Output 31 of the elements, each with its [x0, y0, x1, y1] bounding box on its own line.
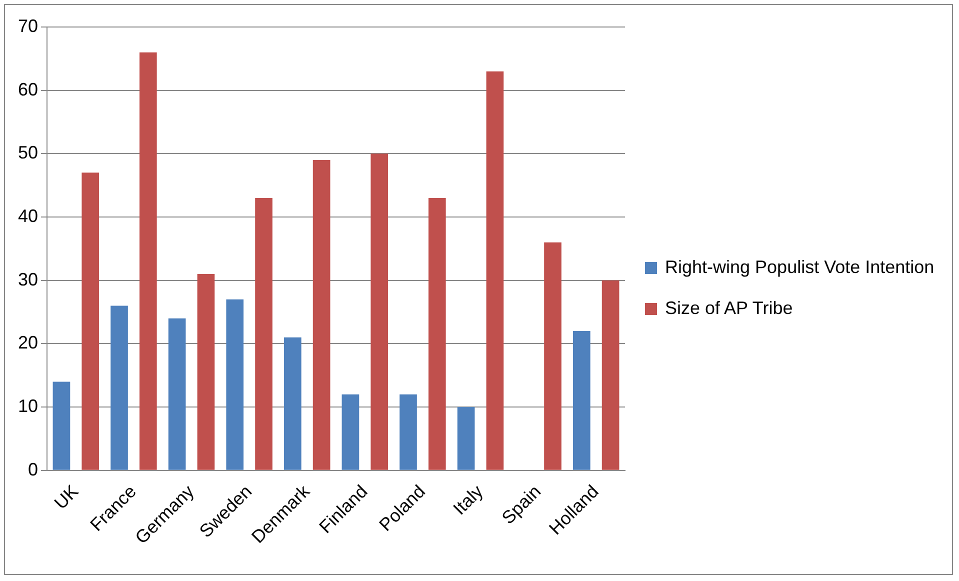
- legend-label: Right-wing Populist Vote Intention: [665, 256, 934, 278]
- bar: [572, 331, 590, 470]
- y-tick-label: 60: [18, 79, 38, 100]
- bar: [457, 407, 475, 470]
- bar: [544, 242, 562, 470]
- y-tick-label: 50: [18, 142, 38, 163]
- bar: [312, 160, 330, 470]
- x-tick-label: UK: [50, 481, 82, 514]
- y-tick-label: 30: [18, 269, 38, 290]
- bar: [82, 172, 100, 470]
- bar: [140, 52, 157, 470]
- legend-label: Size of AP Tribe: [665, 298, 793, 318]
- bar: [197, 274, 215, 470]
- y-tick-label: 40: [18, 206, 38, 226]
- x-tick-label: Italy: [449, 481, 487, 519]
- bar: [428, 198, 446, 470]
- bar: [255, 198, 272, 470]
- bar: [284, 337, 302, 470]
- bar: [168, 318, 186, 470]
- y-tick-label: 10: [18, 396, 38, 416]
- y-tick-label: 20: [18, 332, 38, 353]
- bar: [602, 280, 620, 470]
- y-tick-label: 70: [18, 16, 38, 36]
- bar: [52, 382, 70, 470]
- bar: [226, 299, 244, 470]
- y-tick-label: 0: [28, 459, 38, 480]
- bar: [110, 306, 128, 470]
- bar: [400, 394, 417, 470]
- bar: [486, 71, 504, 470]
- bar: [342, 394, 360, 470]
- bar: [370, 154, 388, 470]
